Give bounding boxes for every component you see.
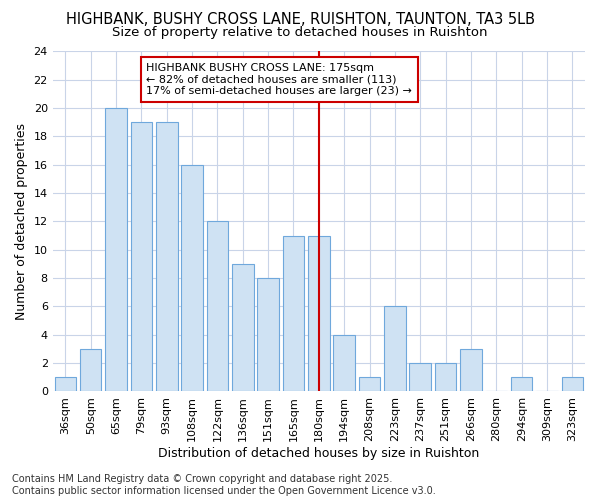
Bar bbox=[308, 236, 329, 392]
Text: HIGHBANK BUSHY CROSS LANE: 175sqm
← 82% of detached houses are smaller (113)
17%: HIGHBANK BUSHY CROSS LANE: 175sqm ← 82% … bbox=[146, 63, 412, 96]
Bar bbox=[131, 122, 152, 392]
Bar bbox=[435, 363, 457, 392]
Bar bbox=[283, 236, 304, 392]
Bar bbox=[384, 306, 406, 392]
Text: HIGHBANK, BUSHY CROSS LANE, RUISHTON, TAUNTON, TA3 5LB: HIGHBANK, BUSHY CROSS LANE, RUISHTON, TA… bbox=[65, 12, 535, 28]
Bar bbox=[460, 349, 482, 392]
Bar bbox=[334, 335, 355, 392]
Bar bbox=[562, 378, 583, 392]
X-axis label: Distribution of detached houses by size in Ruishton: Distribution of detached houses by size … bbox=[158, 447, 479, 460]
Bar bbox=[359, 378, 380, 392]
Bar bbox=[409, 363, 431, 392]
Bar bbox=[232, 264, 254, 392]
Bar bbox=[80, 349, 101, 392]
Bar bbox=[55, 378, 76, 392]
Bar bbox=[105, 108, 127, 392]
Text: Size of property relative to detached houses in Ruishton: Size of property relative to detached ho… bbox=[112, 26, 488, 39]
Bar bbox=[511, 378, 532, 392]
Y-axis label: Number of detached properties: Number of detached properties bbox=[15, 123, 28, 320]
Bar bbox=[206, 222, 228, 392]
Text: Contains HM Land Registry data © Crown copyright and database right 2025.
Contai: Contains HM Land Registry data © Crown c… bbox=[12, 474, 436, 496]
Bar bbox=[257, 278, 279, 392]
Bar bbox=[181, 165, 203, 392]
Bar bbox=[156, 122, 178, 392]
